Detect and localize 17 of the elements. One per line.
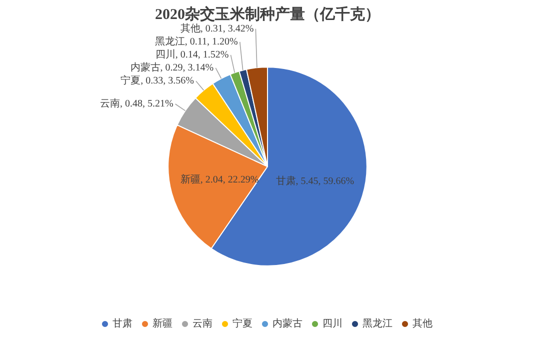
legend-label: 甘肃 bbox=[112, 318, 132, 330]
legend-label: 云南 bbox=[192, 318, 212, 330]
data-label: 内蒙古, 0.29, 3.14% bbox=[130, 62, 214, 74]
chart-title: 2020杂交玉米制种产量（亿千克） bbox=[155, 4, 380, 23]
data-label: 四川, 0.14, 1.52% bbox=[155, 48, 229, 61]
legend-label: 其他 bbox=[412, 318, 432, 330]
data-label: 黑龙江, 0.11, 1.20% bbox=[154, 36, 238, 48]
legend-label: 内蒙古 bbox=[272, 318, 302, 330]
legend-label: 黑龙江 bbox=[362, 318, 392, 330]
data-label: 甘肃, 5.45, 59.66% bbox=[276, 174, 354, 187]
data-label: 云南, 0.48, 5.21% bbox=[100, 98, 174, 110]
legend-label: 新疆 bbox=[152, 318, 172, 330]
data-label: 宁夏, 0.33, 3.56% bbox=[120, 74, 194, 87]
legend-label: 宁夏 bbox=[232, 318, 252, 330]
data-label: 新疆, 2.04, 22.29% bbox=[180, 173, 259, 186]
legend-label: 四川 bbox=[322, 318, 342, 330]
data-label: 其他, 0.31, 3.42% bbox=[180, 22, 254, 35]
